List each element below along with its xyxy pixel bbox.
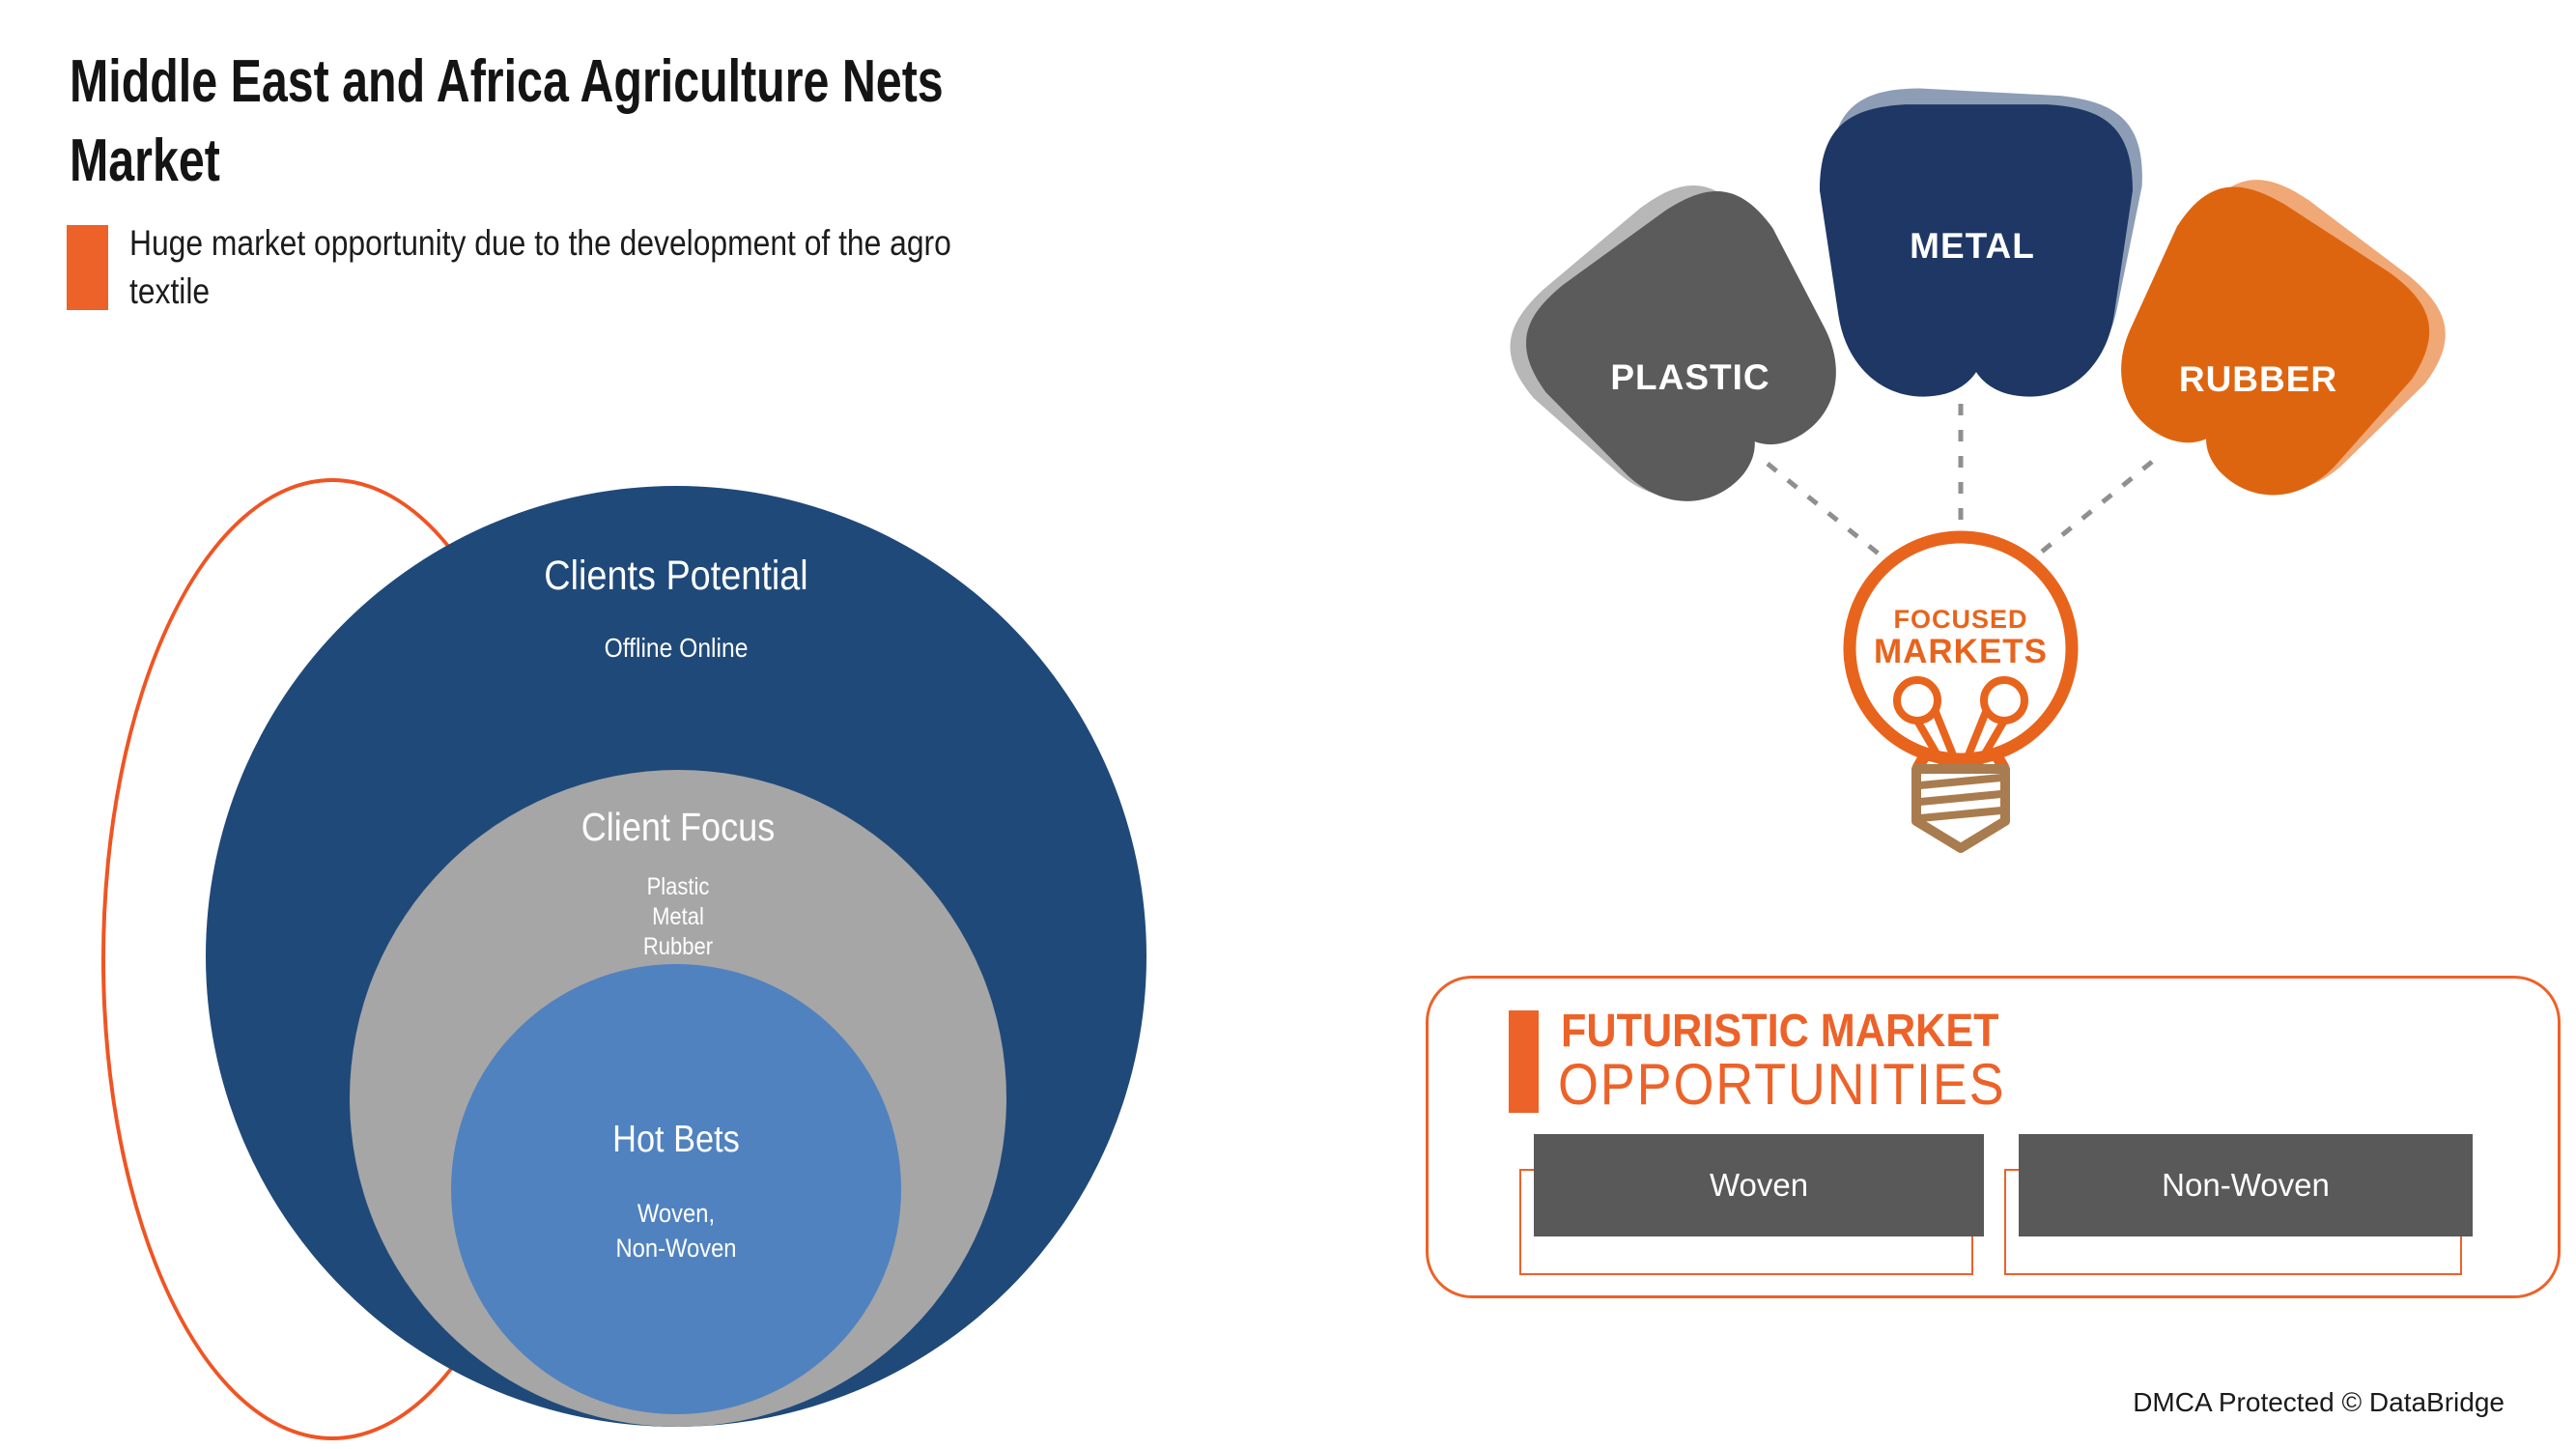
page-title-line1: Middle East and Africa Agriculture Nets (70, 48, 944, 115)
ring-inner-item: Woven, (637, 1199, 716, 1228)
page-subtitle-line1: Huge market opportunity due to the devel… (129, 223, 951, 263)
focused-markets-diagram: PLASTIC METAL RUBBER FOCUSED MARKETS (1484, 83, 2472, 853)
connector-line-left (1766, 462, 1892, 565)
ring-outer-title: Clients Potential (544, 553, 808, 599)
plastic-pick-body (1500, 165, 1882, 542)
ring-inner-title: Hot Bets (612, 1119, 740, 1160)
bulb-base (1911, 764, 2010, 853)
ring-middle-item: Rubber (642, 933, 714, 960)
light-bulb-icon: FOCUSED MARKETS (1843, 530, 2079, 853)
bulb-text-line2: MARKETS (1874, 633, 2048, 670)
page-title: Middle East and Africa Agriculture Nets … (70, 43, 944, 201)
ring-inner-item: Non-Woven (615, 1234, 737, 1263)
subtitle-bullet-bar (67, 225, 108, 310)
ring-middle-title: Client Focus (580, 805, 776, 849)
dmca-watermark: DMCA Protected © DataBridge (2133, 1387, 2505, 1417)
metal-label: METAL (1910, 226, 2035, 266)
bulb-text-line1: FOCUSED (1893, 605, 2027, 634)
ring-middle-item: Metal (652, 903, 704, 930)
plastic-pick-shape (1484, 158, 1882, 542)
opportunities-bullet-bar (1509, 1010, 1539, 1113)
woven-chip: Woven (1534, 1134, 1984, 1236)
connector-dashed-lines (1766, 404, 2154, 565)
ring-middle-items: Plastic Metal Rubber (389, 872, 967, 962)
bulb-filament (1893, 676, 2028, 771)
page-subtitle: Huge market opportunity due to the devel… (129, 219, 951, 316)
ring-hot-bets (451, 964, 901, 1414)
connector-line-right (2029, 460, 2154, 562)
opportunities-heading-line2: OPPORTUNITIES (1558, 1052, 2006, 1117)
non-woven-chip: Non-Woven (2019, 1134, 2473, 1236)
ring-middle-item: Plastic (646, 873, 710, 900)
plastic-label: PLASTIC (1610, 357, 1769, 397)
ring-outer-subtitle: Offline Online (604, 633, 749, 663)
opportunities-heading-line1: FUTURISTIC MARKET (1561, 1006, 1999, 1057)
page-subtitle-line2: textile (129, 271, 211, 311)
ring-inner-items: Woven, Non-Woven (478, 1196, 874, 1265)
page-title-line2: Market (70, 128, 220, 194)
bulb-glass (1843, 530, 2079, 766)
rubber-label: RUBBER (2179, 359, 2337, 399)
